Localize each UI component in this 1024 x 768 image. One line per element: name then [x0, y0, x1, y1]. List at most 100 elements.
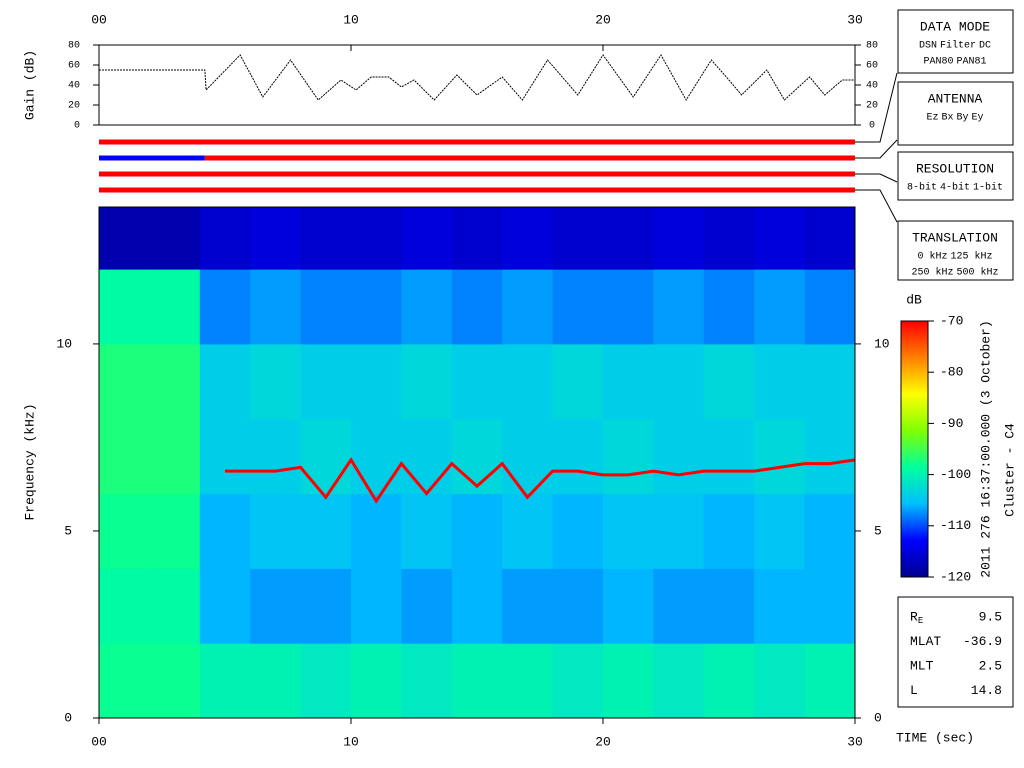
- ephemeris-box: [897, 596, 1014, 708]
- heat-cell: [351, 643, 402, 719]
- heat-cell: [703, 643, 755, 719]
- status-segment: [99, 171, 855, 177]
- heat-cell: [502, 418, 554, 495]
- heat-cell: [351, 269, 402, 345]
- legend-item: Bx: [941, 113, 953, 124]
- x-tick-label: 00: [91, 12, 107, 27]
- colorbar-tick-label: -70: [940, 313, 963, 328]
- heat-cell: [804, 493, 856, 569]
- heat-cell: [250, 643, 302, 719]
- x-tick-label: 30: [847, 12, 863, 27]
- heat-cell: [99, 269, 150, 345]
- heat-cell: [552, 269, 604, 345]
- heat-cell: [703, 343, 755, 420]
- heat-cell: [502, 343, 554, 420]
- heat-cell: [149, 269, 201, 345]
- colorbar-tick-label: -100: [940, 467, 971, 482]
- heat-cell: [199, 418, 251, 495]
- heat-cell: [149, 568, 201, 644]
- heat-cell: [603, 269, 654, 345]
- y-tick-label: 20: [68, 101, 80, 112]
- heat-cell: [653, 568, 705, 644]
- heat-cell: [552, 207, 604, 270]
- ephemeris-label: MLAT: [910, 634, 941, 649]
- heat-cell: [250, 418, 302, 495]
- legend-item: PAN80: [923, 57, 953, 68]
- legend-row: PAN80 PAN81: [923, 57, 986, 68]
- heat-cell: [99, 568, 150, 644]
- legend-row: 0 kHz 125 kHz: [917, 251, 992, 263]
- heat-cell: [300, 568, 352, 644]
- ephemeris-label: L: [910, 683, 918, 698]
- emission-trace: [225, 457, 856, 504]
- heat-cell: [451, 269, 503, 345]
- heat-cell: [351, 493, 402, 569]
- heat-cell: [300, 343, 352, 420]
- y-tick-label: 80: [866, 41, 878, 52]
- ephemeris-label: MLT: [910, 658, 934, 673]
- heat-cell: [300, 643, 352, 719]
- heat-cell: [754, 269, 806, 345]
- legend-item: By: [957, 113, 969, 124]
- heat-cell: [199, 493, 251, 569]
- ephemeris-value: 2.5: [979, 658, 1002, 673]
- heat-cell: [451, 643, 503, 719]
- heat-cell: [552, 343, 604, 420]
- heat-cell: [401, 418, 453, 495]
- heat-cell: [300, 493, 352, 569]
- legend-row: DSN Filter DC: [919, 40, 991, 52]
- gain-frame: [98, 44, 856, 126]
- heat-cell: [653, 269, 705, 345]
- heat-cell: [754, 568, 806, 644]
- heat-cell: [552, 493, 604, 569]
- heat-cell: [199, 568, 251, 644]
- heat-cell: [703, 269, 755, 345]
- legend-item: Filter: [940, 40, 976, 52]
- heat-cell: [754, 643, 806, 719]
- heat-cell: [250, 568, 302, 644]
- y-tick-label: 80: [68, 41, 80, 52]
- legend-item: 0 kHz: [917, 251, 947, 263]
- heat-cell: [250, 343, 302, 420]
- x-tick-label: 10: [343, 734, 359, 749]
- heat-cell: [250, 269, 302, 345]
- heat-cell: [754, 343, 806, 420]
- x-tick-label: 10: [343, 12, 359, 27]
- heat-cell: [502, 493, 554, 569]
- ephemeris-value: -36.9: [963, 634, 1002, 649]
- heat-cell: [552, 643, 604, 719]
- legend-box: [897, 151, 1014, 201]
- ephemeris-label: RE: [910, 609, 923, 626]
- heat-cell: [502, 568, 554, 644]
- heat-cell: [351, 343, 402, 420]
- heat-cell: [351, 418, 402, 495]
- heat-cell: [149, 207, 201, 270]
- y-tick-label: 5: [64, 523, 72, 538]
- heat-cell: [804, 343, 856, 420]
- heat-cell: [149, 418, 201, 495]
- colorbar-label: dB: [906, 292, 922, 307]
- heat-cell: [199, 269, 251, 345]
- y-tick-label: 0: [64, 710, 72, 725]
- heat-cell: [401, 343, 453, 420]
- heat-cell: [199, 643, 251, 719]
- heat-cell: [300, 418, 352, 495]
- status-segment: [99, 139, 855, 145]
- colorbar-tick-label: -120: [940, 569, 971, 584]
- timestamp: 2011 276 16:37:00.000 (3 October): [978, 320, 993, 577]
- legend-item: 8-bit: [907, 182, 937, 194]
- legend-item: 4-bit: [940, 182, 970, 194]
- heat-cell: [300, 269, 352, 345]
- x-axis-label: TIME (sec): [896, 730, 974, 745]
- connector: [855, 173, 898, 183]
- x-tick-label: 00: [91, 734, 107, 749]
- ephemeris-value: 9.5: [979, 609, 1002, 624]
- legend-item: Ez: [926, 113, 938, 124]
- connector: [855, 189, 898, 223]
- x-tick-label: 20: [595, 734, 611, 749]
- heat-cell: [99, 207, 150, 270]
- y-axis-label: Frequency (kHz): [22, 403, 37, 520]
- heat-cell: [502, 207, 554, 270]
- legend-row: Ez Bx By Ey: [926, 113, 983, 124]
